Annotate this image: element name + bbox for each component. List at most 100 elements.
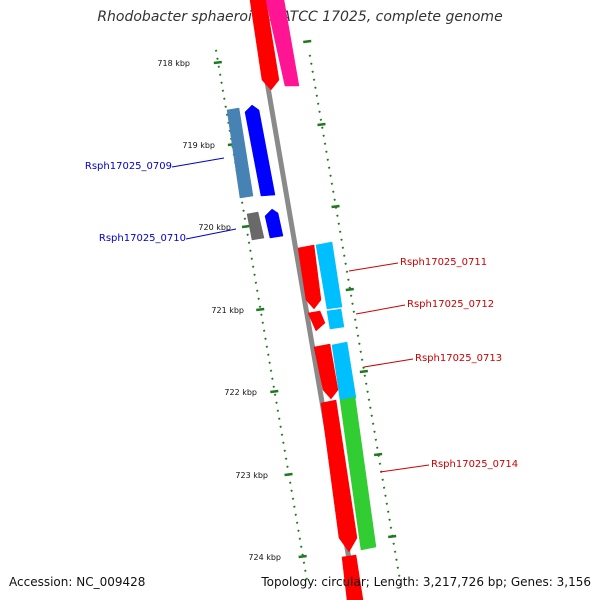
cds-0714[interactable] — [339, 396, 377, 551]
minor-tick — [385, 502, 389, 506]
gene-label[interactable]: Rsph17025_0714 — [431, 459, 518, 470]
gene-label[interactable]: Rsph17025_0710 — [99, 233, 186, 244]
callout-line — [171, 157, 225, 168]
minor-tick — [262, 329, 266, 333]
minor-tick — [342, 254, 346, 258]
minor-tick — [216, 57, 219, 61]
minor-tick — [247, 241, 251, 245]
minor-tick — [276, 409, 280, 413]
gene-0712[interactable] — [307, 310, 326, 332]
minor-tick — [273, 393, 277, 397]
scale-label: 718 kbp — [157, 59, 190, 68]
cds-0709[interactable] — [226, 107, 254, 199]
minor-tick — [338, 230, 342, 234]
minor-tick — [318, 110, 321, 114]
minor-tick — [322, 134, 326, 138]
minor-tick — [312, 78, 316, 82]
major-tick — [241, 224, 251, 229]
cds-0712[interactable] — [326, 308, 345, 330]
cds-0710[interactable] — [246, 211, 265, 241]
minor-tick — [214, 49, 218, 53]
minor-tick — [290, 489, 293, 493]
gene-0709[interactable] — [244, 104, 276, 197]
minor-tick — [375, 446, 379, 450]
minor-tick — [316, 102, 320, 106]
minor-tick — [314, 86, 317, 90]
minor-tick — [220, 81, 223, 85]
minor-tick — [388, 518, 391, 522]
minor-tick — [381, 478, 385, 482]
minor-tick — [294, 513, 298, 517]
minor-tick — [345, 270, 349, 274]
scale-label: 719 kbp — [182, 141, 215, 150]
gene-0710[interactable] — [264, 208, 284, 239]
scale-label: 724 kbp — [248, 553, 281, 562]
minor-tick — [265, 345, 269, 349]
cds-0713[interactable] — [331, 341, 357, 401]
callout-line — [348, 262, 399, 272]
gene-label[interactable]: Rsph17025_0713 — [415, 353, 502, 364]
minor-tick — [362, 366, 365, 370]
minor-tick — [320, 126, 324, 130]
minor-tick — [340, 238, 343, 242]
scale-label: 723 kbp — [235, 471, 268, 480]
minor-tick — [275, 401, 278, 405]
cds-top-pink[interactable] — [265, 0, 300, 87]
minor-tick — [386, 510, 390, 514]
gene-label[interactable]: Rsph17025_0712 — [407, 299, 494, 310]
minor-tick — [344, 262, 347, 266]
major-tick — [388, 534, 397, 539]
minor-tick — [286, 465, 289, 469]
minor-tick — [304, 569, 307, 573]
minor-tick — [240, 201, 244, 205]
minor-tick — [371, 422, 375, 426]
minor-tick — [217, 65, 221, 69]
gene-label[interactable]: Rsph17025_0709 — [85, 161, 172, 172]
minor-tick — [395, 558, 398, 562]
minor-tick — [309, 62, 313, 66]
minor-tick — [225, 113, 229, 117]
gene-bottom-red[interactable] — [341, 554, 364, 600]
map-title: Rhodobacter sphaeroides ATCC 17025, comp… — [97, 9, 503, 25]
minor-tick — [297, 529, 300, 533]
callout-line — [355, 304, 406, 315]
minor-tick — [272, 385, 276, 389]
minor-tick — [347, 278, 350, 282]
major-tick — [303, 39, 312, 44]
minor-tick — [284, 457, 288, 461]
minor-tick — [268, 361, 271, 365]
minor-tick — [356, 334, 360, 338]
minor-tick — [246, 233, 250, 237]
gene-0711[interactable] — [297, 244, 322, 310]
minor-tick — [396, 566, 400, 570]
minor-tick — [349, 294, 353, 298]
gene-label[interactable]: Rsph17025_0711 — [400, 257, 487, 268]
minor-tick — [364, 382, 368, 386]
minor-tick — [224, 105, 228, 109]
minor-tick — [222, 97, 226, 101]
minor-tick — [382, 486, 386, 490]
minor-tick — [242, 209, 245, 213]
minor-tick — [253, 273, 256, 277]
gene-top-red[interactable] — [249, 0, 280, 91]
minor-tick — [358, 342, 361, 346]
minor-tick — [355, 326, 358, 330]
gene-0714[interactable] — [320, 399, 358, 553]
minor-tick — [264, 337, 267, 341]
minor-tick — [333, 198, 336, 202]
minor-tick — [374, 438, 378, 442]
minor-tick — [254, 281, 258, 285]
scale-label: 722 kbp — [224, 388, 257, 397]
minor-tick — [305, 577, 309, 581]
minor-tick — [277, 417, 281, 421]
genome-stats-text: Topology: circular; Length: 3,217,726 bp… — [261, 575, 591, 589]
minor-tick — [360, 358, 364, 362]
cds-0711[interactable] — [315, 241, 343, 310]
minor-tick — [353, 318, 357, 322]
minor-tick — [319, 118, 323, 122]
minor-tick — [282, 441, 285, 445]
minor-tick — [337, 222, 341, 226]
gene-0713[interactable] — [313, 343, 339, 400]
